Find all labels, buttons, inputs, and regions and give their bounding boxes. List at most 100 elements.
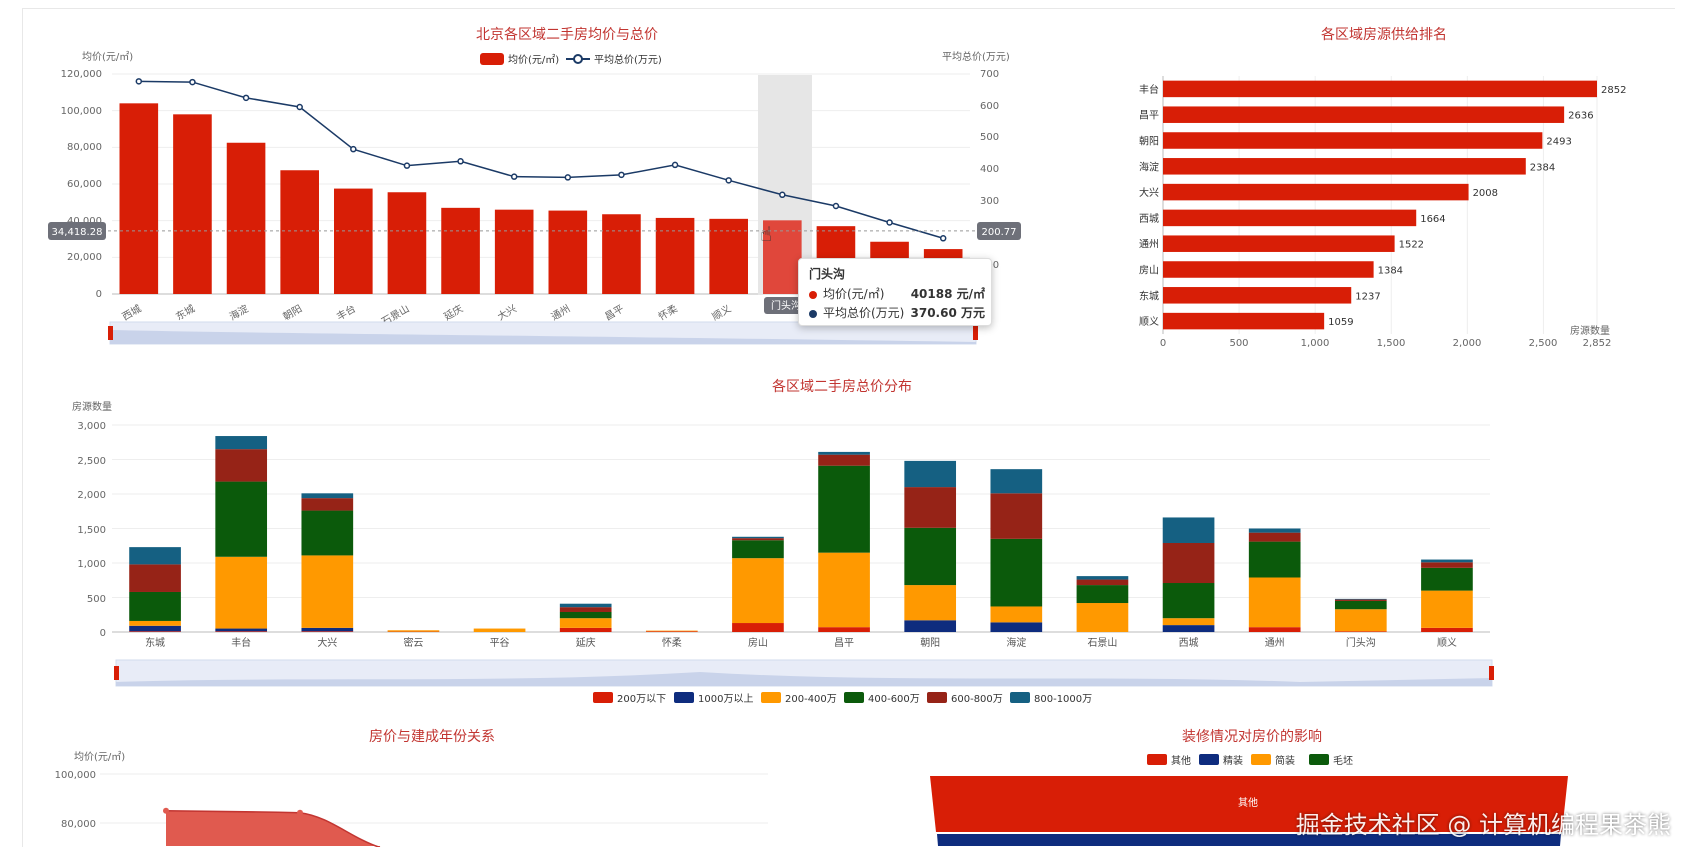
chart1-bar <box>656 218 695 294</box>
watermark: 掘金技术社区 @ 计算机编程果茶熊 <box>1296 805 1671 840</box>
chart3-bar-segment <box>301 498 353 510</box>
chart3-bar-segment <box>1421 568 1473 591</box>
y-tick: 2,500 <box>77 456 106 467</box>
chart1-x-label: 丰台 <box>334 302 358 323</box>
chart1-total-price-point <box>136 79 141 84</box>
chart3-bar-segment <box>560 612 612 618</box>
chart3-bar-segment <box>1249 577 1301 627</box>
chart3-bar-segment <box>129 631 181 632</box>
legend-swatch <box>927 692 947 703</box>
legend-swatch <box>593 692 613 703</box>
chart2-category-label: 房山 <box>1139 264 1159 277</box>
chart3-bar-segment <box>818 455 870 466</box>
legend-label: 简装 <box>1275 754 1295 767</box>
datazoom-right-handle[interactable] <box>973 326 978 340</box>
hand-cursor-icon: ☝ <box>760 222 772 246</box>
chart1-x-label: 延庆 <box>441 302 465 323</box>
chart3-bar-segment <box>732 537 784 538</box>
chart5-legend[interactable]: 其他 精装 简装 毛坯 <box>1147 754 1353 767</box>
legend-swatch <box>1251 754 1271 765</box>
chart3-legend[interactable]: 200万以下 1000万以上 200-400万 400-600万 600-800… <box>593 692 1092 705</box>
datazoom-left-handle[interactable] <box>108 326 113 340</box>
x-tick: 500 <box>1229 338 1248 349</box>
chart3-bar-segment <box>215 631 267 632</box>
y-tick: 2,000 <box>77 490 106 501</box>
chart3-bar-segment <box>904 585 956 620</box>
legend-label: 800-1000万 <box>1034 694 1092 705</box>
chart4-y-tick: 100,000 <box>55 770 96 781</box>
chart3-bar-segment <box>1249 627 1301 632</box>
chart3-bar-segment <box>904 620 956 632</box>
tooltip-row1-value: 40188 元/㎡ <box>911 285 985 302</box>
chart1-bar <box>173 114 212 294</box>
chart3-bar-segment <box>990 493 1042 539</box>
chart1-y-left-ticks: 120,000 100,000 80,000 60,000 40,000 20,… <box>61 69 102 300</box>
chart1-total-price-point <box>190 80 195 85</box>
legend-total-price-marker <box>574 55 582 63</box>
chart2-category-label: 丰台 <box>1139 83 1159 96</box>
chart3-bar-segment <box>1335 601 1387 609</box>
chart2-bar <box>1163 81 1597 98</box>
y-tick: 500 <box>87 594 106 605</box>
x-tick: 0 <box>1160 338 1166 349</box>
chart1-x-label: 怀柔 <box>656 303 679 323</box>
chart1-bar <box>709 219 748 294</box>
chart1-x-label: 海淀 <box>227 302 251 323</box>
chart3-bar-segment <box>1421 591 1473 628</box>
legend-total-price-label: 平均总价(万元) <box>594 53 662 66</box>
chart1-x-label: 通州 <box>549 303 572 323</box>
chart3-datazoom[interactable] <box>114 660 1494 686</box>
y-left-tick: 120,000 <box>61 69 102 80</box>
chart3-bar-segment <box>1335 600 1387 601</box>
legend-label: 精装 <box>1223 754 1243 767</box>
chart5-title: 装修情况对房价的影响 <box>1182 729 1322 745</box>
datazoom-left-handle[interactable] <box>114 666 119 680</box>
chart3-bar-segment <box>990 539 1042 607</box>
chart3-bar-segment <box>1163 517 1215 543</box>
chart2-bar <box>1163 158 1526 175</box>
legend-swatch <box>1309 754 1329 765</box>
chart3-bar-segment <box>1335 631 1387 632</box>
legend-swatch <box>674 692 694 703</box>
chart3-bar-segment <box>560 607 612 612</box>
chart3-bar-segment <box>1077 580 1129 586</box>
chart3-bar-segment <box>301 631 353 632</box>
y-tick: 0 <box>100 628 106 639</box>
chart3-x-label: 丰台 <box>231 636 251 649</box>
chart3-bar-segment <box>646 631 698 632</box>
chart3-bar-segment <box>215 629 267 632</box>
chart3-bar-segment <box>1335 599 1387 600</box>
chart3-x-label: 延庆 <box>576 636 596 649</box>
legend-swatch <box>844 692 864 703</box>
chart3-bar-segment <box>818 627 870 632</box>
chart3-bar-segment <box>1249 533 1301 542</box>
y-left-tick: 20,000 <box>67 252 102 263</box>
chart3-bar-segment <box>1163 543 1215 583</box>
chart1-bar <box>334 189 373 294</box>
legend-avg-price-label: 均价(元/㎡) <box>508 54 559 66</box>
legend-avg-price-swatch <box>480 53 504 65</box>
datazoom-right-handle[interactable] <box>1489 666 1494 680</box>
chart1-x-label: 东城 <box>173 302 197 323</box>
chart3-bar-segment <box>1163 583 1215 618</box>
hover-axis-label: 门头沟 <box>771 299 801 312</box>
legend-label: 200-400万 <box>785 694 837 705</box>
chart3-bar-segment <box>129 564 181 592</box>
chart3-bar-segment <box>818 466 870 553</box>
chart3-bar-segment <box>129 621 181 626</box>
chart1-total-price-point <box>726 178 731 183</box>
chart1-total-price-point <box>780 192 785 197</box>
legend-label: 200万以下 <box>617 694 666 705</box>
chart3-x-labels: 东城丰台大兴密云平谷延庆怀柔房山昌平朝阳海淀石景山西城通州门头沟顺义 <box>145 636 1457 649</box>
chart2-value-label: 1237 <box>1355 291 1380 302</box>
chart1-bar <box>227 143 266 294</box>
tooltip-row-total-price: 平均总价(万元) 370.60 万元 <box>809 304 985 322</box>
tooltip-row-avg-price: 均价(元/㎡) 40188 元/㎡ <box>809 285 985 303</box>
chart3-bar-segment <box>904 461 956 487</box>
chart3-x-label: 平谷 <box>490 637 510 649</box>
y-left-tick: 60,000 <box>67 179 102 190</box>
legend-label: 400-600万 <box>868 694 920 705</box>
chart1-legend[interactable]: 均价(元/㎡) 平均总价(万元) <box>480 53 662 66</box>
chart2-value-label: 1522 <box>1399 240 1424 251</box>
y-right-tick: 400 <box>980 164 999 175</box>
